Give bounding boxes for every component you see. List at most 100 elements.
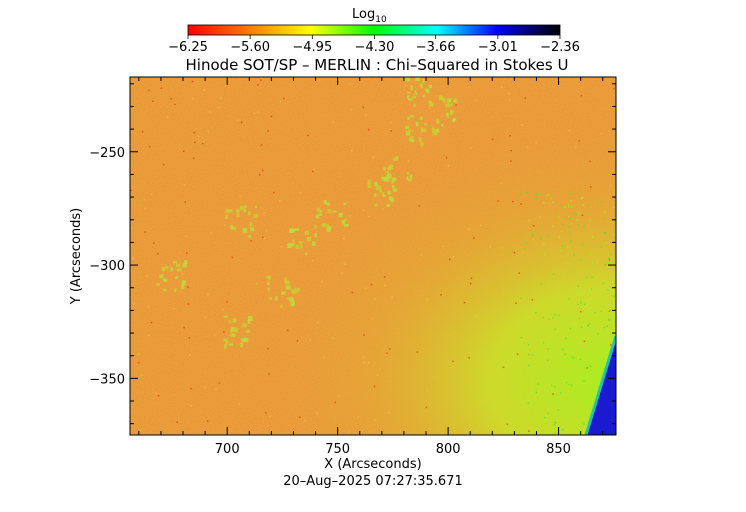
speckle xyxy=(257,83,259,86)
heatmap-speckles xyxy=(130,77,616,435)
speckle xyxy=(343,237,345,240)
speckle xyxy=(407,160,410,163)
speckle xyxy=(191,80,194,83)
speckle xyxy=(367,182,369,184)
speckle xyxy=(552,393,554,395)
speckle xyxy=(441,115,444,117)
speckle xyxy=(568,348,571,351)
speckle xyxy=(241,323,247,328)
speckle xyxy=(567,246,569,248)
speckle xyxy=(184,201,186,203)
speckle xyxy=(409,174,413,179)
speckle xyxy=(220,97,222,100)
speckle xyxy=(575,146,577,148)
speckle xyxy=(433,376,435,379)
speckle xyxy=(364,287,367,289)
speckle xyxy=(230,225,234,230)
speckle xyxy=(475,99,477,102)
speckle xyxy=(307,134,309,137)
speckle xyxy=(381,177,386,181)
speckle xyxy=(383,276,386,278)
speckle xyxy=(535,141,537,144)
speckle xyxy=(507,406,509,408)
speckle xyxy=(157,394,160,397)
speckle xyxy=(250,240,252,242)
speckle xyxy=(372,156,375,159)
speckle xyxy=(374,182,378,186)
speckle xyxy=(573,357,576,359)
timestamp: 20–Aug–2025 07:27:35.671 xyxy=(283,474,462,489)
speckle xyxy=(181,272,184,276)
speckle xyxy=(583,303,586,305)
speckle xyxy=(267,287,270,292)
speckle xyxy=(262,236,264,238)
speckle xyxy=(575,213,578,216)
speckle xyxy=(525,242,528,245)
speckle xyxy=(552,225,554,227)
speckle xyxy=(416,77,420,79)
speckle xyxy=(173,307,175,310)
speckle xyxy=(240,121,243,124)
speckle xyxy=(606,349,608,352)
speckle xyxy=(428,100,432,103)
speckle xyxy=(416,351,419,353)
speckle xyxy=(337,395,340,397)
speckle xyxy=(234,327,239,333)
speckle xyxy=(544,253,546,256)
speckle xyxy=(299,191,301,194)
speckle xyxy=(587,371,589,373)
speckle xyxy=(204,386,206,389)
speckle xyxy=(326,223,330,229)
speckle xyxy=(415,353,418,355)
speckle xyxy=(467,86,470,89)
speckle xyxy=(188,337,191,339)
speckle xyxy=(428,107,431,110)
speckle xyxy=(249,226,252,229)
speckle xyxy=(157,253,159,255)
speckle xyxy=(174,103,176,106)
x-tick-label: 750 xyxy=(325,442,350,457)
speckle xyxy=(414,89,417,92)
speckle xyxy=(267,281,270,286)
speckle xyxy=(163,278,168,283)
speckle xyxy=(391,177,397,182)
speckle xyxy=(367,184,371,189)
speckle xyxy=(580,197,583,200)
speckle xyxy=(573,253,575,256)
speckle xyxy=(343,263,346,265)
speckle xyxy=(286,329,289,332)
speckle xyxy=(463,301,466,304)
speckle xyxy=(267,130,269,132)
speckle xyxy=(425,406,428,409)
speckle xyxy=(609,344,612,346)
speckle xyxy=(547,285,550,287)
limb-edge xyxy=(584,335,616,435)
speckle xyxy=(379,188,382,193)
speckle xyxy=(144,207,146,209)
speckle xyxy=(304,252,308,256)
speckle xyxy=(540,237,542,240)
speckle xyxy=(439,95,442,100)
speckle xyxy=(207,293,209,295)
speckle xyxy=(566,262,569,265)
speckle xyxy=(268,373,270,375)
speckle xyxy=(261,144,263,146)
speckle xyxy=(607,289,609,291)
speckle xyxy=(314,225,317,230)
speckle xyxy=(526,212,529,215)
speckle xyxy=(527,343,530,346)
speckle xyxy=(332,337,334,339)
speckle xyxy=(420,127,424,133)
speckle xyxy=(241,338,246,343)
speckle xyxy=(568,383,570,386)
speckle xyxy=(375,185,381,190)
speckle xyxy=(560,230,563,233)
speckle xyxy=(564,353,566,356)
speckle xyxy=(374,298,377,300)
speckle xyxy=(287,243,292,248)
colorbar-tick-label: −3.66 xyxy=(416,40,456,55)
speckle xyxy=(591,262,593,264)
speckle xyxy=(531,353,534,356)
speckle xyxy=(591,276,593,278)
speckle xyxy=(500,182,503,184)
